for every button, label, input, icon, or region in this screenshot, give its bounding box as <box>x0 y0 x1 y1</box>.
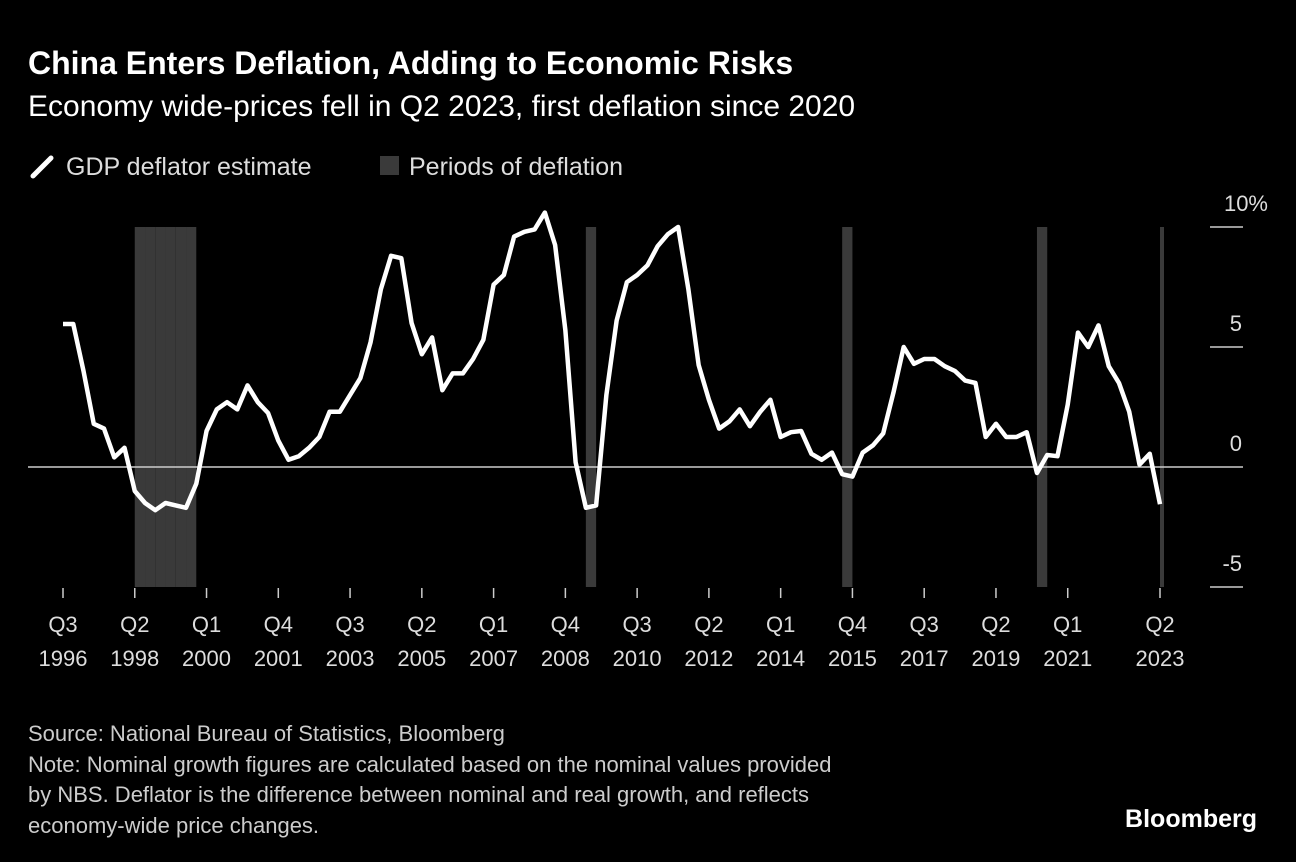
deflation-band <box>186 227 197 587</box>
deflation-band <box>1036 227 1048 587</box>
deflation-bands <box>134 227 1164 587</box>
x-tick-label: Q3 1996 <box>38 612 88 671</box>
x-tick-label: Q4 2015 <box>827 612 877 671</box>
note: Note: Nominal growth figures are calcula… <box>28 752 831 777</box>
deflation-band <box>1160 227 1164 587</box>
x-tick-label: Q4 2008 <box>540 612 590 671</box>
y-tick-label: 0 <box>1230 431 1242 456</box>
y-tick-label: 5 <box>1230 311 1242 336</box>
deflation-band <box>145 227 156 587</box>
x-tick-label: Q1 2021 <box>1043 612 1093 671</box>
brand: Bloomberg <box>1125 805 1257 833</box>
deflation-band <box>155 227 166 587</box>
source: Source: National Bureau of Statistics, B… <box>28 721 505 746</box>
legend-line-icon <box>30 155 54 179</box>
deflation-band <box>134 227 146 587</box>
note: economy-wide price changes. <box>28 813 319 838</box>
x-tick-label: Q2 2019 <box>971 612 1021 671</box>
deflation-band <box>165 227 176 587</box>
note: by NBS. Deflator is the difference betwe… <box>28 782 809 807</box>
legend-swatch <box>380 156 399 175</box>
x-tick-label: Q1 2000 <box>182 612 231 671</box>
x-tick-label: Q2 1998 <box>110 612 160 671</box>
x-tick-label: Q4 2001 <box>253 612 303 671</box>
legend-label: Periods of deflation <box>409 153 623 181</box>
x-tick-label: Q1 2007 <box>469 612 519 671</box>
y-tick-label: 10% <box>1224 191 1268 216</box>
x-tick-label: Q2 2012 <box>684 612 734 671</box>
x-tick-label: Q2 2023 <box>1135 612 1185 671</box>
legend-label: GDP deflator estimate <box>66 153 311 181</box>
chart-subtitle: Economy wide-prices fell in Q2 2023, fir… <box>28 90 855 123</box>
x-tick-label: Q1 2014 <box>756 612 806 671</box>
y-tick-label: -5 <box>1222 551 1242 576</box>
deflation-band <box>175 227 187 587</box>
deflator-line <box>63 210 1163 513</box>
x-tick-label: Q3 2003 <box>325 612 375 671</box>
x-tick-label: Q2 2005 <box>397 612 447 671</box>
x-tick-label: Q3 2010 <box>612 612 662 671</box>
deflation-band <box>842 227 853 587</box>
chart-title: China Enters Deflation, Adding to Econom… <box>28 45 793 81</box>
deflation-band <box>585 227 597 587</box>
x-tick-label: Q3 2017 <box>899 612 949 671</box>
